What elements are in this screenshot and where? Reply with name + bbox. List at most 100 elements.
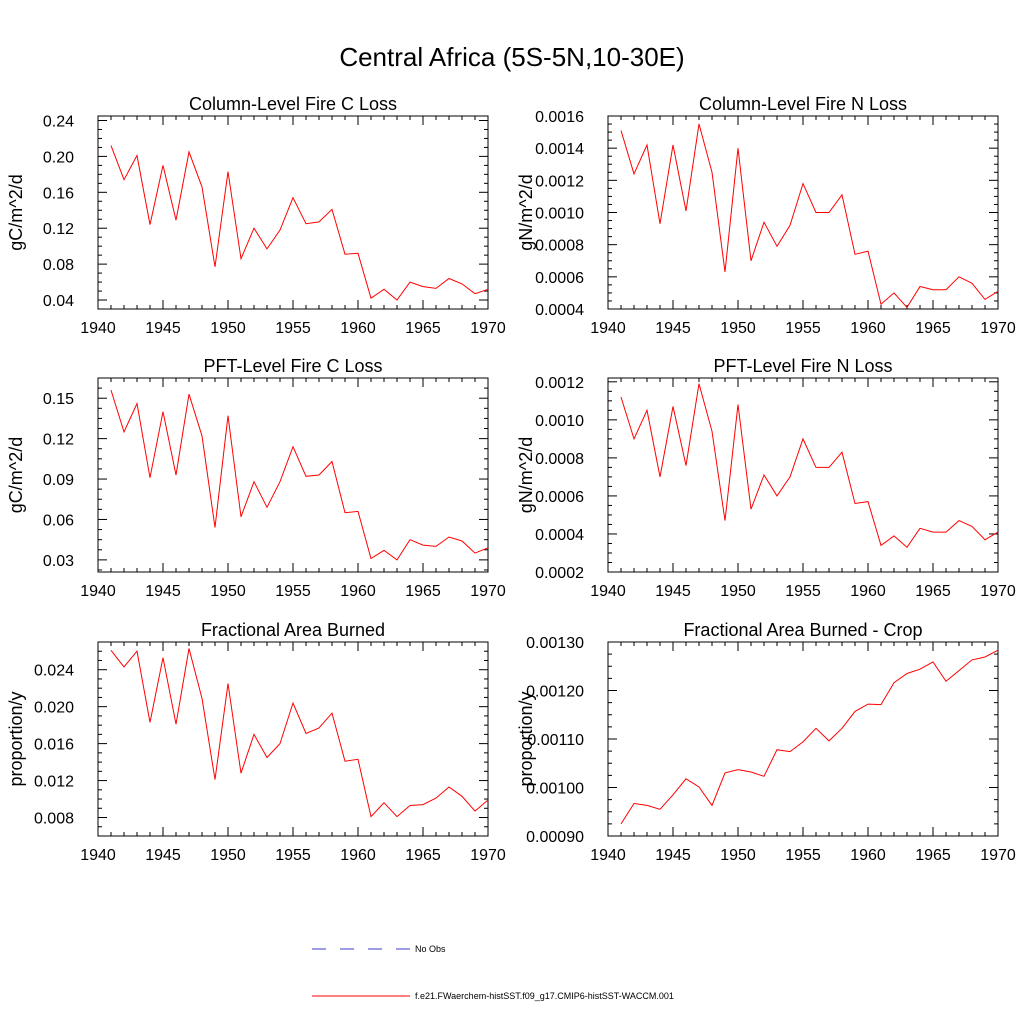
x-tick-label: 1950: [210, 847, 246, 864]
y-tick-label: 0.0002: [535, 565, 584, 582]
y-axis-label: gN/m^2/d: [516, 437, 536, 513]
panel-3: PFT-Level Fire C Loss gC/m^2/d 1940 1945 195…: [6, 356, 506, 600]
y-tick-label: 0.008: [34, 811, 74, 828]
x-tick-label: 1955: [275, 320, 311, 337]
y-tick-label: 0.24: [43, 113, 74, 130]
x-tick-label: 1965: [405, 583, 441, 600]
y-tick-label: 0.0014: [535, 141, 584, 158]
x-tick-label: 1950: [210, 320, 246, 337]
x-tick-label: 1960: [340, 320, 376, 337]
x-tick-label: 1940: [80, 320, 116, 337]
y-axis-label: gC/m^2/d: [6, 437, 26, 513]
panel-title: Fractional Area Burned - Crop: [683, 620, 922, 640]
panel-title: Fractional Area Burned: [201, 620, 385, 640]
y-tick-label: 0.0010: [535, 413, 584, 430]
x-tick-label: 1940: [80, 583, 116, 600]
panel-6: Fractional Area Burned - Crop proportion/…: [516, 620, 1016, 864]
y-tick-label: 0.0016: [535, 109, 584, 126]
x-tick-label: 1965: [915, 847, 951, 864]
x-tick-label: 1945: [145, 320, 181, 337]
y-tick-label: 0.016: [34, 737, 74, 754]
y-tick-label: 0.00130: [526, 635, 584, 652]
x-tick-label: 1950: [720, 583, 756, 600]
x-tick-label: 1955: [785, 583, 821, 600]
plot-frame: [607, 115, 999, 310]
series-line: [620, 649, 999, 825]
x-tick-label: 1960: [340, 847, 376, 864]
x-tick-label: 1970: [980, 583, 1016, 600]
x-tick-label: 1955: [275, 847, 311, 864]
y-tick-label: 0.0008: [535, 238, 584, 255]
y-tick-label: 0.0004: [535, 527, 584, 544]
y-tick-label: 0.012: [34, 774, 74, 791]
panel-title: Column-Level Fire C Loss: [189, 94, 397, 114]
y-tick-label: 0.12: [43, 221, 74, 238]
panel-2: Column-Level Fire N Loss gN/m^2/d 1940 1945…: [516, 94, 1016, 337]
plot-frame: [97, 115, 489, 310]
x-tick-label: 1970: [980, 847, 1016, 864]
panel-title: Column-Level Fire N Loss: [699, 94, 907, 114]
x-tick-label: 1955: [275, 583, 311, 600]
series-line: [110, 389, 489, 561]
series-line: [110, 648, 489, 818]
x-tick-label: 1945: [145, 847, 181, 864]
x-tick-label: 1950: [210, 583, 246, 600]
y-tick-label: 0.20: [43, 149, 74, 166]
series-line: [620, 383, 999, 549]
y-tick-label: 0.06: [43, 512, 74, 529]
y-tick-label: 0.15: [43, 391, 74, 408]
panel-5: Fractional Area Burned proportion/y 1940 19…: [6, 620, 506, 864]
x-tick-label: 1955: [785, 847, 821, 864]
x-tick-label: 1945: [655, 847, 691, 864]
y-axis-label: proportion/y: [6, 691, 26, 786]
x-tick-label: 1960: [850, 847, 886, 864]
series-line: [620, 123, 999, 309]
y-tick-label: 0.00120: [526, 684, 584, 701]
legend: No Obs f.e21.FWaerchem-histSST.f09_g17.C…: [312, 944, 674, 1001]
x-tick-label: 1940: [80, 847, 116, 864]
x-tick-label: 1970: [470, 320, 506, 337]
y-tick-label: 0.09: [43, 472, 74, 489]
x-tick-label: 1965: [915, 583, 951, 600]
y-tick-label: 0.00090: [526, 829, 584, 846]
y-tick-label: 0.0012: [535, 375, 584, 392]
x-tick-label: 1955: [785, 320, 821, 337]
x-tick-label: 1970: [470, 583, 506, 600]
y-tick-label: 0.0006: [535, 489, 584, 506]
x-tick-label: 1970: [980, 320, 1016, 337]
y-tick-label: 0.0004: [535, 302, 584, 319]
panel-title: PFT-Level Fire C Loss: [203, 356, 382, 376]
legend-label-model-run: f.e21.FWaerchem-histSST.f09_g17.CMIP6-hi…: [415, 991, 674, 1001]
x-tick-label: 1950: [720, 847, 756, 864]
y-tick-label: 0.12: [43, 432, 74, 449]
x-tick-label: 1945: [655, 583, 691, 600]
panels-group: Column-Level Fire C Loss gC/m^2/d 1940 1945…: [6, 94, 1016, 864]
y-axis-label: gC/m^2/d: [6, 174, 26, 250]
panel-1: Column-Level Fire C Loss gC/m^2/d 1940 1945…: [6, 94, 506, 337]
x-tick-label: 1960: [340, 583, 376, 600]
x-tick-label: 1965: [405, 320, 441, 337]
x-tick-label: 1950: [720, 320, 756, 337]
x-tick-label: 1960: [850, 320, 886, 337]
y-tick-label: 0.020: [34, 700, 74, 717]
y-axis-label: proportion/y: [516, 691, 536, 786]
x-tick-label: 1960: [850, 583, 886, 600]
y-tick-label: 0.0006: [535, 270, 584, 287]
x-tick-label: 1965: [405, 847, 441, 864]
x-tick-label: 1945: [655, 320, 691, 337]
y-tick-label: 0.03: [43, 553, 74, 570]
y-axis-label: gN/m^2/d: [516, 174, 536, 250]
y-tick-label: 0.04: [43, 293, 74, 310]
panel-4: PFT-Level Fire N Loss gN/m^2/d 1940 1945 195…: [516, 356, 1016, 600]
series-line: [110, 145, 489, 301]
legend-label-no-obs: No Obs: [415, 944, 446, 954]
y-tick-label: 0.00110: [527, 732, 584, 749]
y-tick-label: 0.024: [34, 663, 74, 680]
y-tick-label: 0.16: [43, 185, 74, 202]
y-tick-label: 0.0008: [535, 451, 584, 468]
figure-title: Central Africa (5S-5N,10-30E): [339, 42, 684, 72]
x-tick-label: 1945: [145, 583, 181, 600]
y-tick-label: 0.00100: [526, 781, 584, 798]
x-tick-label: 1940: [590, 847, 626, 864]
